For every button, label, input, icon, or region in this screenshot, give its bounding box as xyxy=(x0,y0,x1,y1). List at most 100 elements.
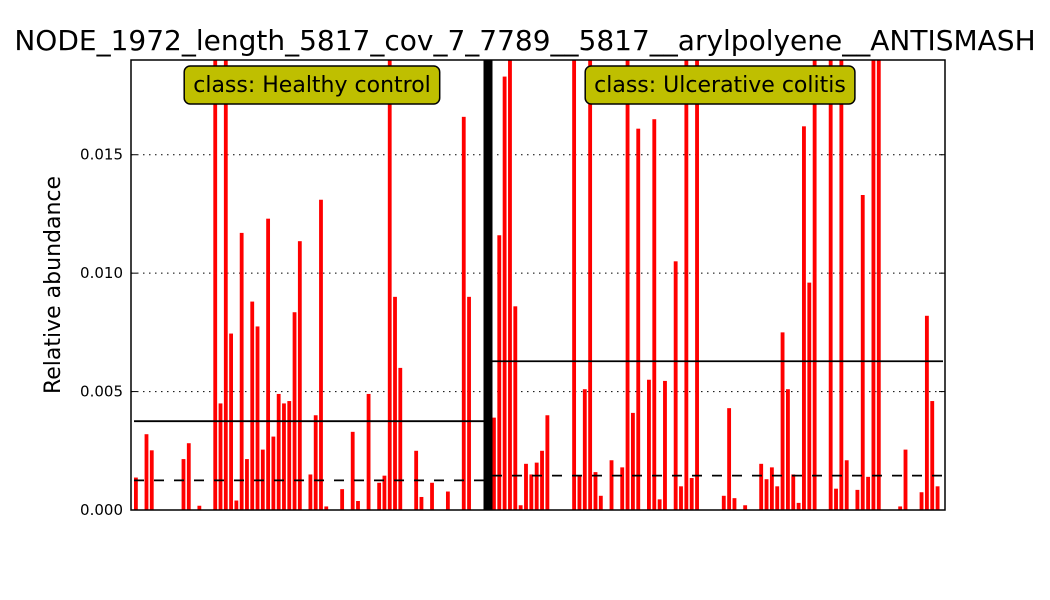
bar xyxy=(834,488,838,510)
bar xyxy=(785,389,790,510)
bar xyxy=(324,506,329,510)
y-tick-label: 0.005 xyxy=(80,383,123,401)
bar xyxy=(250,301,255,510)
bar xyxy=(356,501,360,510)
bar xyxy=(398,367,403,510)
bar xyxy=(663,380,667,510)
bar xyxy=(684,60,689,510)
bar xyxy=(764,479,769,510)
class-label: class: Ulcerative colitis xyxy=(584,65,856,105)
class-label-text: class: Ulcerative colitis xyxy=(594,73,846,98)
bar xyxy=(582,389,587,510)
bar xyxy=(657,499,662,510)
y-axis-label: Relative abundance xyxy=(41,176,66,394)
bar xyxy=(181,459,186,510)
bar xyxy=(572,60,577,510)
bar xyxy=(266,218,271,510)
bar xyxy=(796,502,801,510)
bar xyxy=(518,505,523,510)
bar xyxy=(492,417,496,510)
bar xyxy=(673,261,678,510)
bar xyxy=(218,403,223,510)
bar xyxy=(812,60,817,510)
bar xyxy=(239,232,244,510)
bar xyxy=(308,474,313,510)
bar xyxy=(839,60,844,510)
axis-ticks: 0.000 0.005 0.010 0.015 xyxy=(80,146,945,519)
bar xyxy=(802,126,806,510)
bar xyxy=(497,235,502,510)
y-tick-label: 0.000 xyxy=(80,501,123,519)
bar xyxy=(534,462,539,510)
bar xyxy=(630,412,635,510)
bar xyxy=(313,415,318,510)
bar xyxy=(377,482,382,510)
bar xyxy=(577,475,582,510)
class-label-box xyxy=(183,65,441,105)
bar xyxy=(593,472,598,510)
class-label: class: Healthy control xyxy=(183,65,441,105)
class-label-text: class: Healthy control xyxy=(193,73,431,98)
bar xyxy=(759,463,764,510)
bar xyxy=(186,443,191,510)
bar xyxy=(935,486,940,510)
bar xyxy=(340,489,345,510)
bar xyxy=(930,401,935,510)
bar xyxy=(620,467,625,510)
bar xyxy=(903,449,908,510)
bar xyxy=(508,60,512,510)
bar xyxy=(223,60,228,510)
bar xyxy=(149,450,154,510)
bar xyxy=(529,474,534,510)
bar xyxy=(689,478,694,510)
bar xyxy=(366,393,371,510)
chart-title: NODE_1972_length_5817_cov_7_7789__5817__… xyxy=(14,24,1035,57)
bar xyxy=(430,482,434,510)
bar xyxy=(419,496,424,510)
class-labels: class: Healthy control class: Ulcerative … xyxy=(183,65,856,105)
bar xyxy=(625,60,630,510)
bar xyxy=(513,306,518,510)
bar xyxy=(287,401,292,510)
bar xyxy=(780,332,785,510)
bar xyxy=(393,296,397,510)
bar xyxy=(271,436,276,510)
bar xyxy=(387,60,392,510)
bar xyxy=(276,393,281,510)
bar xyxy=(234,500,239,510)
bar xyxy=(647,379,651,510)
bar xyxy=(292,312,297,510)
bar xyxy=(721,495,726,510)
bar xyxy=(791,474,796,510)
bar xyxy=(679,486,683,510)
bar xyxy=(134,477,138,510)
bar xyxy=(769,467,774,510)
bar xyxy=(502,76,507,510)
bar xyxy=(297,241,302,510)
bar xyxy=(213,60,218,510)
bar xyxy=(855,489,860,510)
bar xyxy=(609,460,614,510)
bar xyxy=(924,315,929,510)
bar xyxy=(598,495,603,510)
bar xyxy=(350,431,355,510)
bar xyxy=(255,326,260,510)
bar xyxy=(588,60,593,510)
bar xyxy=(540,450,544,510)
bar xyxy=(860,195,865,510)
bar xyxy=(382,475,387,510)
bar xyxy=(727,408,732,510)
bar xyxy=(467,296,471,510)
y-tick-label: 0.015 xyxy=(80,146,123,164)
bar xyxy=(445,491,450,510)
bar xyxy=(461,116,466,510)
bar xyxy=(144,434,149,510)
class-label-box xyxy=(584,65,856,105)
bar xyxy=(695,60,699,510)
bar xyxy=(743,505,748,510)
bar xyxy=(876,60,881,510)
bar xyxy=(732,498,737,510)
bar xyxy=(652,119,657,511)
bar xyxy=(636,128,641,510)
